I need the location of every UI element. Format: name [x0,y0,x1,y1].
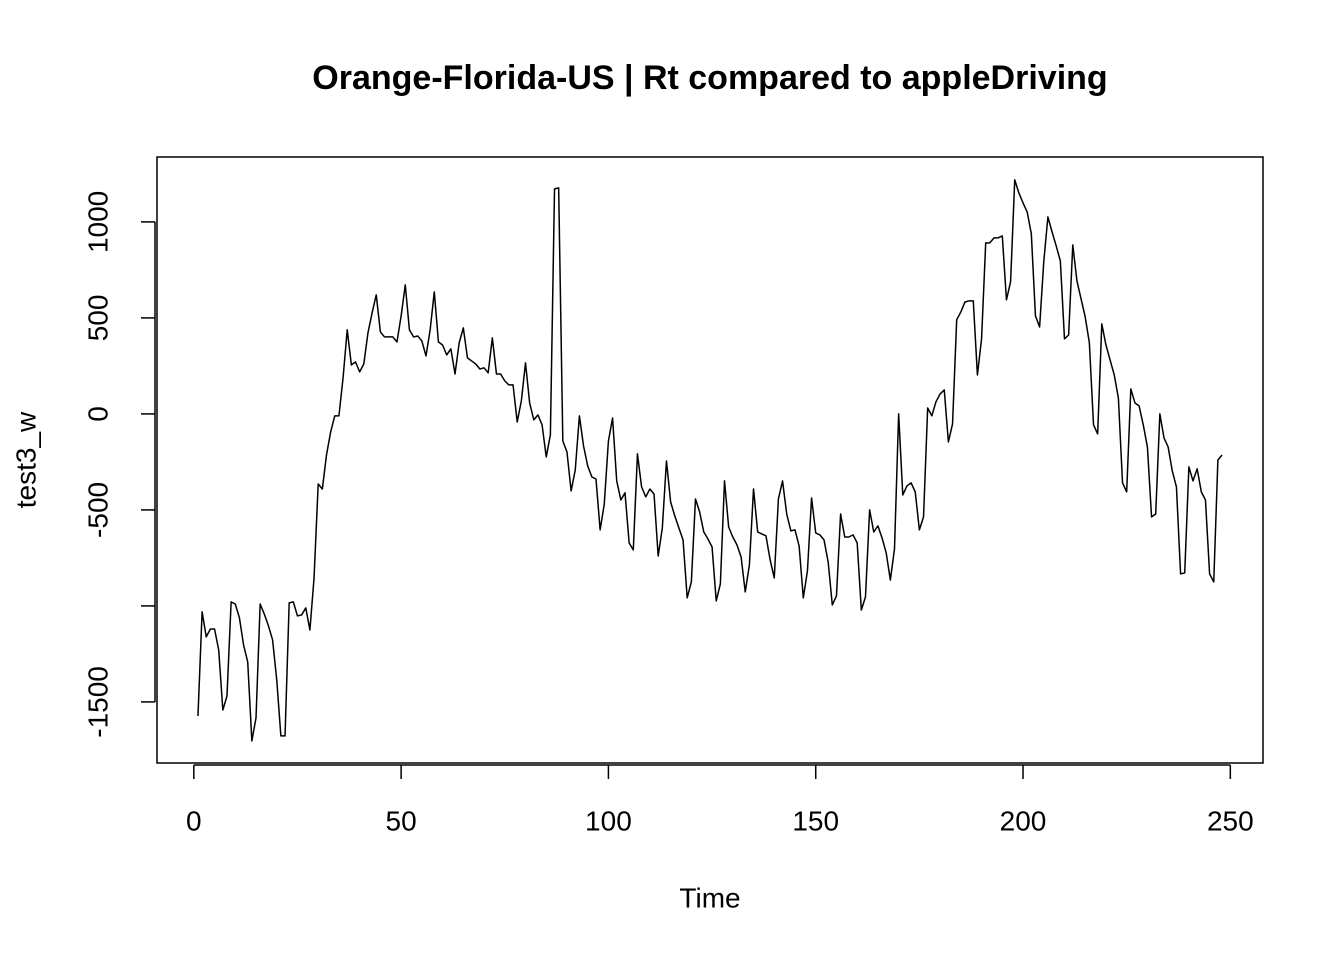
data-line [197,179,1223,742]
x-tick-label: 0 [186,805,202,836]
chart-title: Orange-Florida-US | Rt compared to apple… [312,59,1107,97]
y-tick-label: 0 [82,406,113,422]
x-axis-label: Time [679,882,740,913]
x-tick-label: 250 [1207,805,1254,836]
x-tick-label: 50 [386,805,417,836]
x-tick-label: 200 [1000,805,1047,836]
y-axis-label: test3_w [10,411,41,508]
x-tick-label: 100 [585,805,632,836]
y-tick-label: 500 [82,295,113,342]
y-tick-label: -500 [82,482,113,538]
y-tick-label: -1500 [82,666,113,738]
plot-box [156,156,1264,764]
x-tick-label: 150 [792,805,839,836]
y-tick-label: 1000 [82,191,113,253]
